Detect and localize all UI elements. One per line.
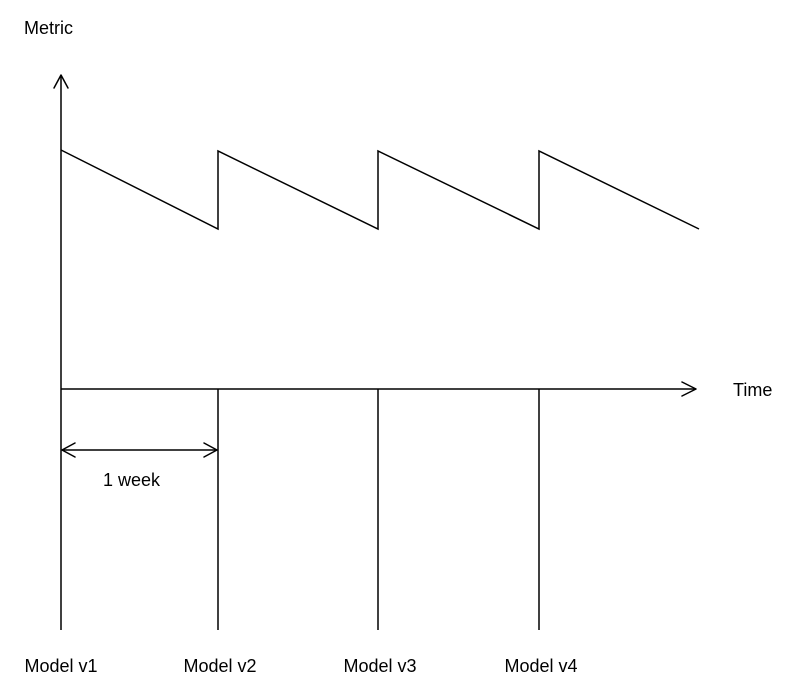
model-labels: Model v1 Model v2 Model v3 Model v4 [24,656,577,676]
y-axis: Metric [24,18,73,630]
model-label-v3: Model v3 [343,656,416,676]
interval-arrowhead-left [61,442,76,458]
interval-label: 1 week [103,470,161,490]
model-marker-lines [217,389,540,630]
y-axis-arrowhead [53,74,69,89]
interval-arrow: 1 week [61,442,218,490]
model-label-v2: Model v2 [183,656,256,676]
x-axis-arrowhead [681,381,697,397]
metric-sawtooth-line [60,149,700,231]
model-label-v4: Model v4 [504,656,577,676]
y-axis-label: Metric [24,18,73,38]
interval-arrowhead-right [203,442,218,458]
x-axis: Time [61,380,772,400]
model-label-v1: Model v1 [24,656,97,676]
x-axis-label: Time [733,380,772,400]
